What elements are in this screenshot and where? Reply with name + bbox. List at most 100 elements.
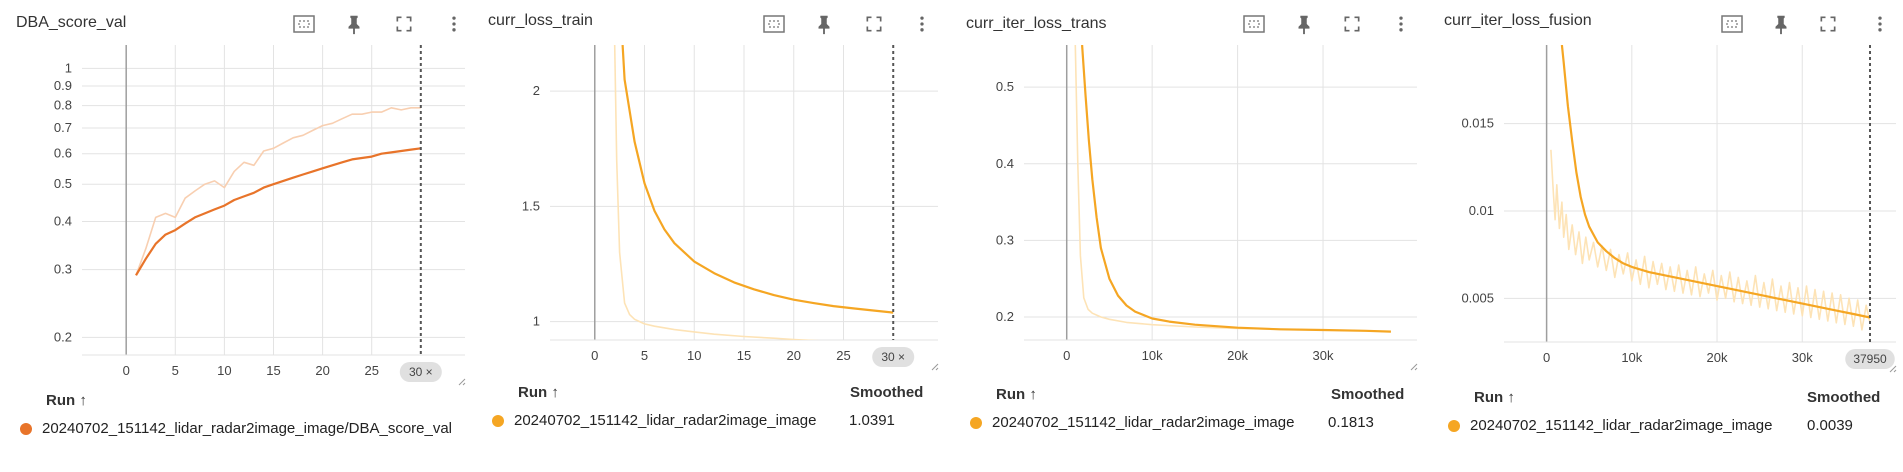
pin-icon[interactable] bbox=[1767, 10, 1795, 38]
fullscreen-icon[interactable] bbox=[390, 10, 418, 38]
step-cursor-label: 30 × bbox=[881, 350, 905, 364]
y-tick-label: 0.01 bbox=[1469, 203, 1494, 218]
chart-card-curr-loss-train: curr_loss_train 1 1.5 2 0 5 10 15 20 25 30 × Run … bbox=[472, 0, 944, 472]
x-tick-label: 25 bbox=[836, 348, 850, 363]
run-color-dot bbox=[20, 422, 32, 435]
x-tick-label: 0 bbox=[1543, 350, 1550, 365]
y-tick-label: 0.7 bbox=[54, 120, 72, 135]
y-tick-label: 1 bbox=[65, 60, 72, 75]
more-vert-icon[interactable] bbox=[1866, 10, 1894, 38]
y-tick-label: 0.3 bbox=[54, 262, 72, 277]
fullscreen-icon[interactable] bbox=[1338, 10, 1366, 38]
run-column-header[interactable]: Run ↑ bbox=[996, 386, 1037, 403]
more-vert-icon[interactable] bbox=[1387, 10, 1415, 38]
run-name: 20240702_151142_lidar_radar2image_image/… bbox=[42, 420, 453, 437]
x-tick-label: 20 bbox=[787, 348, 801, 363]
x-tick-label: 25 bbox=[364, 363, 378, 378]
x-tick-label: 0 bbox=[591, 348, 598, 363]
step-cursor-label: 30 × bbox=[409, 365, 433, 379]
chart-plot[interactable]: 0.2 0.3 0.4 0.5 0 10k 20k 30k bbox=[950, 0, 1422, 472]
step-cursor-badge[interactable] bbox=[399, 362, 442, 382]
y-tick-label: 1.5 bbox=[522, 198, 540, 213]
fullscreen-icon[interactable] bbox=[1814, 10, 1842, 38]
chart-card-dba-score-val: DBA_score_val 0.2 0.3 0.4 0.5 0.6 0.7 0.8 0.9 1 0… bbox=[0, 0, 470, 472]
raw-series-line bbox=[1550, 149, 1871, 331]
y-tick-label: 0.2 bbox=[54, 329, 72, 344]
fit-domain-icon[interactable] bbox=[1240, 10, 1268, 38]
y-tick-label: 0.4 bbox=[54, 214, 72, 229]
more-vert-icon[interactable] bbox=[908, 10, 936, 38]
resize-handle-icon[interactable] bbox=[1889, 365, 1897, 373]
chart-title: curr_loss_train bbox=[488, 12, 593, 29]
raw-series-line bbox=[1074, 45, 1391, 333]
run-column-header[interactable]: Run ↑ bbox=[518, 384, 559, 401]
smoothed-value: 0.1813 bbox=[1328, 414, 1374, 431]
resize-handle-icon[interactable] bbox=[458, 378, 466, 386]
chart-title: curr_iter_loss_fusion bbox=[1444, 12, 1592, 29]
run-column-header[interactable]: Run ↑ bbox=[1474, 389, 1515, 406]
legend-run-row[interactable]: 20240702_151142_lidar_radar2image_image bbox=[492, 412, 816, 429]
raw-series-line bbox=[135, 107, 421, 276]
y-tick-label: 0.8 bbox=[54, 98, 72, 113]
x-tick-label: 5 bbox=[172, 363, 179, 378]
x-tick-label: 20k bbox=[1707, 350, 1728, 365]
x-tick-label: 20k bbox=[1227, 348, 1248, 363]
pin-icon[interactable] bbox=[340, 10, 368, 38]
run-color-dot bbox=[1448, 419, 1460, 432]
x-tick-label: 0 bbox=[123, 363, 130, 378]
y-tick-label: 0.015 bbox=[1461, 116, 1494, 131]
fit-domain-icon[interactable] bbox=[760, 10, 788, 38]
pin-icon[interactable] bbox=[810, 10, 838, 38]
legend-run-row[interactable]: 20240702_151142_lidar_radar2image_image bbox=[1448, 417, 1772, 434]
fit-domain-icon[interactable] bbox=[290, 10, 318, 38]
x-tick-label: 10k bbox=[1621, 350, 1642, 365]
x-tick-label: 5 bbox=[641, 348, 648, 363]
x-tick-label: 10k bbox=[1142, 348, 1163, 363]
x-tick-label: 15 bbox=[737, 348, 751, 363]
smoothed-column-header[interactable]: Smoothed bbox=[1807, 389, 1881, 406]
chart-title: DBA_score_val bbox=[16, 14, 127, 31]
run-color-dot bbox=[492, 414, 504, 427]
chart-plot[interactable]: 0.20.30.40.50.60.70.80.910 5 10 15 20 25 30 × bbox=[0, 0, 470, 472]
run-column-header[interactable]: Run ↑ bbox=[46, 392, 87, 409]
raw-series-line bbox=[613, 45, 821, 340]
chart-plot[interactable]: 11.520 5 10 15 20 25 30 × bbox=[472, 0, 944, 472]
y-tick-label: 0.3 bbox=[996, 232, 1014, 247]
run-color-dot bbox=[970, 416, 982, 429]
run-name: 20240702_151142_lidar_radar2image_image bbox=[1470, 417, 1773, 434]
chart-plot[interactable]: 0.005 0.01 0.015 0 10k 20k 30k 37950 bbox=[1428, 0, 1903, 472]
step-cursor-badge[interactable] bbox=[1845, 349, 1895, 369]
step-cursor-badge[interactable] bbox=[872, 347, 915, 367]
resize-handle-icon[interactable] bbox=[931, 363, 939, 371]
x-tick-label: 10 bbox=[687, 348, 701, 363]
step-cursor-label: 37950 bbox=[1853, 352, 1887, 366]
y-tick-label: 1 bbox=[533, 314, 540, 329]
smoothed-column-header[interactable]: Smoothed bbox=[850, 384, 924, 401]
smoothed-column-header[interactable]: Smoothed bbox=[1331, 386, 1405, 403]
run-name: 20240702_151142_lidar_radar2image_image bbox=[514, 412, 817, 429]
x-tick-label: 15 bbox=[266, 363, 280, 378]
x-tick-label: 0 bbox=[1063, 348, 1070, 363]
legend-run-row[interactable]: 20240702_151142_lidar_radar2image_image/… bbox=[20, 420, 465, 437]
y-tick-label: 0.5 bbox=[54, 176, 72, 191]
resize-handle-icon[interactable] bbox=[1410, 363, 1418, 371]
smoothed-series-line bbox=[135, 147, 421, 276]
chart-title: curr_iter_loss_trans bbox=[966, 15, 1107, 32]
pin-icon[interactable] bbox=[1290, 10, 1318, 38]
smoothed-series-line bbox=[621, 45, 894, 314]
y-tick-label: 0.9 bbox=[54, 78, 72, 93]
chart-card-curr-iter-loss-fusion: curr_iter_loss_fusion 0.005 0.01 0.015 0 10k… bbox=[1428, 0, 1903, 472]
x-tick-label: 30k bbox=[1313, 348, 1334, 363]
fullscreen-icon[interactable] bbox=[860, 10, 888, 38]
y-tick-label: 0.5 bbox=[996, 79, 1014, 94]
fit-domain-icon[interactable] bbox=[1718, 10, 1746, 38]
smoothed-value: 0.0039 bbox=[1807, 417, 1853, 434]
x-tick-label: 20 bbox=[315, 363, 329, 378]
y-tick-label: 0.2 bbox=[996, 309, 1014, 324]
y-tick-label: 0.6 bbox=[54, 146, 72, 161]
smoothed-value: 1.0391 bbox=[849, 412, 895, 429]
y-tick-label: 0.4 bbox=[996, 156, 1014, 171]
x-tick-label: 10 bbox=[217, 363, 231, 378]
more-vert-icon[interactable] bbox=[440, 10, 468, 38]
legend-run-row[interactable]: 20240702_151142_lidar_radar2image_image bbox=[970, 414, 1294, 431]
